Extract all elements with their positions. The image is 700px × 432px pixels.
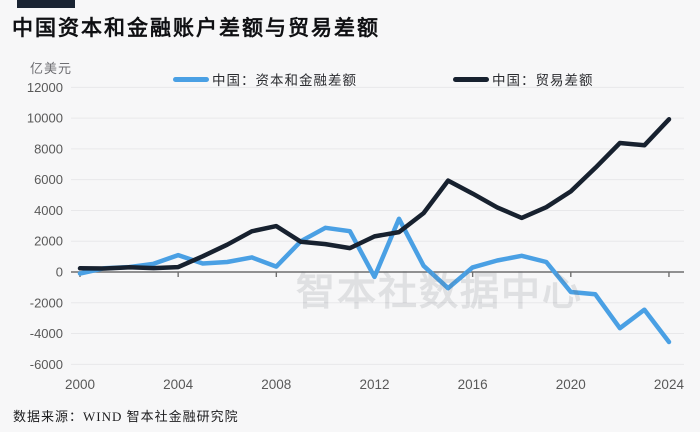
- y-tick-label: 6000: [34, 172, 63, 187]
- x-tick-label: 2004: [163, 377, 194, 392]
- capital-series-swatch-icon: [173, 76, 209, 82]
- title-accent-bar: [17, 0, 75, 8]
- x-tick-label: 2012: [359, 377, 389, 392]
- trade-balance-series-line: [77, 117, 672, 271]
- legend-label-trade: 中国：贸易差额: [492, 73, 594, 88]
- legend-item-trade: 中国：贸易差额: [453, 71, 594, 88]
- x-tick-label: 2024: [654, 377, 685, 392]
- y-tick-label: -2000: [30, 295, 63, 310]
- y-tick-label: 8000: [34, 141, 63, 156]
- y-tick-label: 12000: [27, 80, 63, 95]
- y-tick-label: -4000: [30, 326, 63, 341]
- capital-account-series-line: [77, 216, 672, 345]
- y-axis-unit-label: 亿美元: [30, 61, 73, 76]
- x-tick-label: 2000: [65, 377, 95, 392]
- y-tick-label: 10000: [27, 111, 63, 126]
- y-tick-label: 4000: [34, 203, 63, 218]
- legend-label-capital: 中国：资本和金融差额: [212, 73, 357, 88]
- data-source-line: 数据来源：WIND 智本社金融研究院: [13, 409, 239, 424]
- page-title: 中国资本和金融账户差额与贸易差额: [12, 17, 380, 40]
- y-tick-label: 0: [56, 265, 63, 280]
- legend-item-capital: 中国：资本和金融差额: [173, 71, 357, 88]
- x-tick-label: 2008: [261, 377, 291, 392]
- y-tick-label: 2000: [34, 234, 63, 249]
- x-tick-label: 2016: [458, 377, 488, 392]
- x-tick-label: 2020: [556, 377, 586, 392]
- trade-series-swatch-icon: [453, 76, 489, 82]
- y-tick-label: -6000: [30, 357, 63, 372]
